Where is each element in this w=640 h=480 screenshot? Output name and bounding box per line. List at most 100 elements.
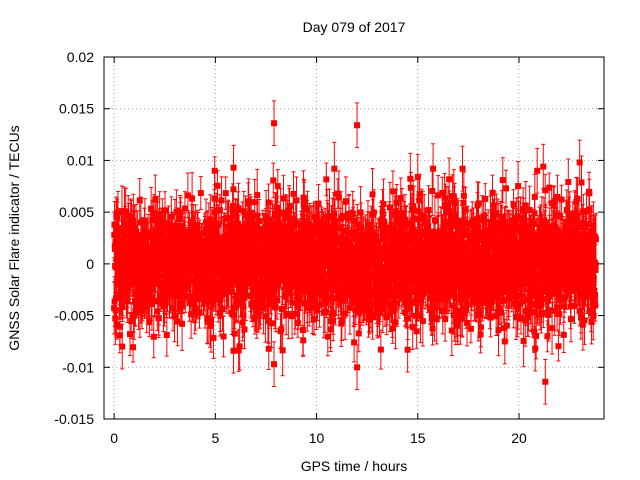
data-point bbox=[196, 290, 203, 297]
data-point bbox=[171, 313, 178, 320]
data-point bbox=[161, 235, 168, 242]
data-point bbox=[218, 285, 225, 292]
data-point bbox=[164, 285, 171, 292]
data-point bbox=[204, 223, 211, 230]
data-point bbox=[186, 299, 193, 306]
data-point bbox=[251, 273, 258, 280]
data-point bbox=[184, 192, 191, 199]
data-point bbox=[147, 286, 154, 293]
data-point bbox=[197, 190, 204, 197]
data-point bbox=[276, 268, 283, 275]
data-point bbox=[264, 237, 271, 244]
data-point bbox=[143, 303, 150, 310]
data-point bbox=[207, 317, 214, 324]
data-point bbox=[233, 258, 240, 265]
data-point bbox=[266, 223, 273, 230]
data-point bbox=[292, 299, 299, 306]
data-point bbox=[205, 220, 212, 227]
data-point bbox=[111, 298, 118, 305]
data-point bbox=[191, 308, 198, 315]
data-point bbox=[126, 274, 133, 281]
data-point bbox=[306, 301, 313, 308]
data-point bbox=[129, 221, 136, 228]
data-point bbox=[219, 306, 226, 313]
data-point bbox=[174, 318, 181, 325]
data-point bbox=[181, 235, 188, 242]
data-point bbox=[274, 297, 281, 304]
data-point bbox=[115, 274, 122, 281]
data-point bbox=[245, 198, 252, 205]
data-point bbox=[146, 318, 153, 325]
data-point bbox=[236, 343, 243, 350]
data-point bbox=[271, 229, 278, 236]
data-point bbox=[300, 337, 307, 344]
data-point bbox=[225, 215, 232, 222]
data-point bbox=[154, 308, 161, 315]
data-point bbox=[316, 289, 323, 296]
data-point bbox=[311, 297, 318, 304]
data-point bbox=[159, 287, 166, 294]
data-point bbox=[125, 212, 132, 219]
data-point bbox=[254, 287, 261, 294]
data-point bbox=[254, 192, 261, 199]
data-point bbox=[218, 197, 225, 204]
data-point bbox=[217, 292, 224, 299]
data-point bbox=[150, 333, 157, 340]
data-point bbox=[214, 182, 221, 189]
data-point bbox=[302, 286, 309, 293]
data-series bbox=[111, 100, 599, 405]
data-point bbox=[205, 294, 212, 301]
data-point bbox=[181, 290, 188, 297]
data-point bbox=[186, 293, 193, 300]
data-point bbox=[287, 244, 294, 251]
data-point bbox=[231, 330, 238, 337]
data-point bbox=[307, 247, 314, 254]
data-point bbox=[136, 261, 143, 268]
data-point bbox=[240, 208, 247, 215]
data-point bbox=[203, 298, 210, 305]
data-point bbox=[148, 205, 155, 212]
data-point bbox=[113, 321, 120, 328]
data-point bbox=[300, 254, 307, 261]
data-point bbox=[275, 277, 282, 284]
data-point bbox=[272, 304, 279, 311]
data-point bbox=[314, 222, 321, 229]
data-point bbox=[289, 281, 296, 288]
data-point bbox=[243, 278, 250, 285]
data-point bbox=[151, 245, 158, 252]
data-point bbox=[131, 312, 138, 319]
data-point bbox=[132, 280, 139, 287]
data-point bbox=[299, 268, 306, 275]
data-point bbox=[207, 216, 214, 223]
data-point bbox=[316, 301, 323, 308]
data-point bbox=[215, 221, 222, 228]
data-point bbox=[288, 228, 295, 235]
data-point bbox=[133, 228, 140, 235]
data-point bbox=[240, 312, 247, 319]
data-point bbox=[121, 278, 128, 285]
data-point bbox=[268, 320, 275, 327]
data-point bbox=[190, 224, 197, 231]
data-point bbox=[128, 318, 135, 325]
data-point bbox=[115, 224, 122, 231]
data-point bbox=[296, 232, 303, 239]
data-point bbox=[285, 310, 292, 317]
data-point bbox=[143, 237, 150, 244]
data-point bbox=[130, 344, 137, 351]
data-point bbox=[247, 293, 254, 300]
data-point bbox=[263, 214, 270, 221]
data-point bbox=[133, 246, 140, 253]
data-point bbox=[213, 292, 220, 299]
data-point bbox=[171, 222, 178, 229]
data-point bbox=[113, 256, 120, 263]
data-point bbox=[235, 205, 242, 212]
data-point bbox=[133, 299, 140, 306]
data-point bbox=[242, 232, 249, 239]
data-point bbox=[144, 249, 151, 256]
data-point bbox=[246, 251, 253, 258]
data-point bbox=[199, 248, 206, 255]
data-point bbox=[313, 307, 320, 314]
data-point bbox=[265, 345, 272, 352]
data-point bbox=[189, 195, 196, 202]
data-point bbox=[229, 202, 236, 209]
